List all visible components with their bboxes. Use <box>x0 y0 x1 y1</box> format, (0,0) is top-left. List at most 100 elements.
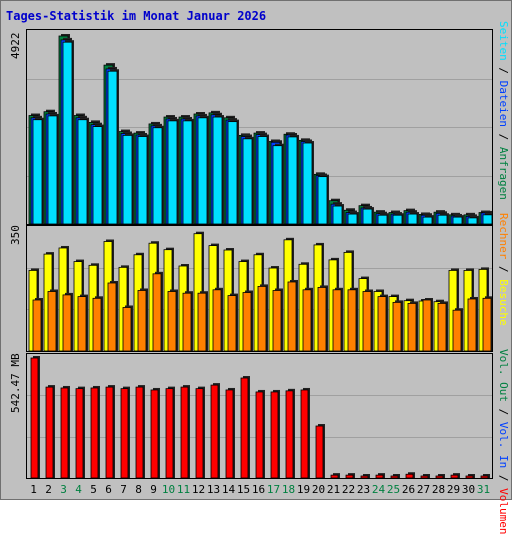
bar-rechner-day-28 <box>437 301 448 351</box>
bar-seiten-day-20 <box>317 174 329 224</box>
bar-volumen-day-17 <box>270 389 280 478</box>
top-ymax-label: 4922 <box>9 32 22 60</box>
bar-volumen-day-31 <box>480 474 490 478</box>
legend-entry-vol-in: Vol. In <box>497 421 510 469</box>
x-tick-label-day-28: 28 <box>431 483 446 496</box>
bar-seiten-day-13 <box>212 115 224 224</box>
bar-seiten-day-26 <box>407 212 419 224</box>
bar-rechner-day-5 <box>92 296 103 351</box>
bar-rechner-day-31 <box>482 296 492 351</box>
x-tick-label-day-12: 12 <box>191 483 206 496</box>
bar-rechner-day-10 <box>167 289 178 351</box>
bar-volumen-day-10 <box>165 386 175 478</box>
bar-rechner-day-26 <box>407 301 418 351</box>
bar-rechner-day-1 <box>32 298 43 351</box>
bar-seiten-day-1 <box>32 117 44 224</box>
bar-rechner-day-13 <box>212 287 223 351</box>
legend-entry-rechner: Rechner <box>497 213 510 260</box>
bottom-panel <box>26 353 493 479</box>
x-tick-label-day-18: 18 <box>281 483 296 496</box>
bar-seiten-day-18 <box>287 134 299 224</box>
x-tick-label-day-7: 7 <box>120 483 127 496</box>
bar-rechner-day-4 <box>77 294 88 351</box>
middle-ymax-label: 350 <box>9 225 22 245</box>
legend-entry-vol-out: Vol. Out <box>497 349 510 402</box>
bar-rechner-day-21 <box>332 287 343 351</box>
x-tick-label-day-27: 27 <box>416 483 431 496</box>
x-tick-label-day-5: 5 <box>90 483 97 496</box>
top-panel-chart <box>27 34 492 224</box>
x-tick-label-day-1: 1 <box>30 483 37 496</box>
bar-rechner-day-12 <box>197 291 208 351</box>
bar-seiten-day-17 <box>272 143 284 224</box>
bar-volumen-day-1 <box>30 356 40 478</box>
bar-volumen-day-18 <box>285 388 295 478</box>
x-tick-label-day-11: 11 <box>176 483 191 496</box>
bar-seiten-day-12 <box>197 115 209 224</box>
bar-rechner-day-24 <box>377 294 388 351</box>
bar-seiten-day-24 <box>377 213 389 224</box>
bar-seiten-day-25 <box>392 213 404 224</box>
bar-volumen-day-15 <box>240 376 250 478</box>
x-axis-labels: 1 2 3 4 5 6 7 8 9 10 11 12 13 14 15 16 17 18 19 20 21 22 23 24 2… <box>26 483 491 497</box>
legend-separator: / <box>497 401 510 422</box>
bar-rechner-day-23 <box>362 289 373 351</box>
bar-volumen-day-8 <box>135 385 145 478</box>
bar-rechner-day-27 <box>422 298 433 351</box>
bar-seiten-day-28 <box>437 213 449 224</box>
bar-seiten-day-21 <box>332 204 344 224</box>
bar-volumen-day-30 <box>465 474 475 478</box>
bar-seiten-day-15 <box>242 136 254 224</box>
bar-volumen-day-28 <box>435 474 445 478</box>
bar-rechner-day-30 <box>467 296 478 351</box>
bar-seiten-day-7 <box>122 133 134 224</box>
bar-seiten-day-19 <box>302 141 314 224</box>
middle-panel <box>26 225 493 352</box>
bottom-legend: Vol. Out / Vol. In / Volumen <box>497 349 510 534</box>
bar-volumen-day-21 <box>330 473 340 478</box>
bar-volumen-day-5 <box>90 385 100 478</box>
bar-volumen-day-11 <box>180 385 190 478</box>
x-tick-label-day-6: 6 <box>105 483 112 496</box>
x-tick-label-day-29: 29 <box>446 483 461 496</box>
x-tick-label-day-8: 8 <box>135 483 142 496</box>
x-tick-label-day-21: 21 <box>326 483 341 496</box>
bar-rechner-day-7 <box>122 305 133 351</box>
x-tick-label-day-24: 24 <box>371 483 386 496</box>
bar-rechner-day-19 <box>302 287 313 351</box>
legend-separator: / <box>497 259 510 280</box>
top-panel <box>26 29 493 225</box>
bar-volumen-day-6 <box>105 385 115 478</box>
bar-seiten-day-2 <box>47 113 59 224</box>
bar-seiten-day-22 <box>347 212 359 224</box>
legend-separator: / <box>497 60 510 81</box>
bar-rechner-day-9 <box>152 271 163 351</box>
bar-volumen-day-12 <box>195 386 205 478</box>
bar-rechner-day-20 <box>317 285 328 351</box>
bar-volumen-day-20 <box>315 424 325 478</box>
bar-seiten-day-23 <box>362 207 374 224</box>
x-tick-label-day-10: 10 <box>161 483 176 496</box>
bottom-ymax-label: 542.47 MB <box>9 353 22 413</box>
bar-volumen-day-22 <box>345 473 355 478</box>
x-tick-label-day-19: 19 <box>296 483 311 496</box>
bar-volumen-day-26 <box>405 472 415 478</box>
x-tick-label-day-16: 16 <box>251 483 266 496</box>
bar-volumen-day-29 <box>450 473 460 478</box>
bar-rechner-day-8 <box>137 288 148 351</box>
bar-seiten-day-16 <box>257 134 269 224</box>
bar-seiten-day-14 <box>227 119 239 224</box>
legend-entry-anfragen: Anfragen <box>497 146 510 200</box>
bar-rechner-day-6 <box>107 281 118 351</box>
bar-rechner-day-17 <box>272 288 283 351</box>
legend-separator: / <box>497 468 510 489</box>
bar-volumen-day-19 <box>300 387 310 478</box>
bar-rechner-day-29 <box>452 308 463 351</box>
x-tick-label-day-31: 31 <box>476 483 491 496</box>
bar-seiten-day-11 <box>182 118 194 224</box>
bottom-panel-chart <box>27 356 492 478</box>
x-tick-label-day-22: 22 <box>341 483 356 496</box>
bar-volumen-day-27 <box>420 474 430 478</box>
legend-entry-dateien: Dateien <box>497 80 510 127</box>
